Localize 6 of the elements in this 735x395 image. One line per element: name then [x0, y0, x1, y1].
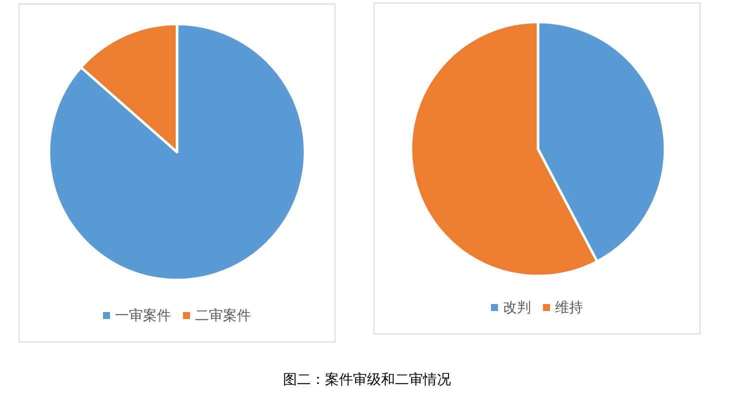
- legend-label: 二审案件: [195, 307, 251, 324]
- legend-label: 改判: [503, 300, 531, 316]
- pie-slice: [48, 22, 306, 282]
- legend-label: 维持: [555, 300, 583, 316]
- text: 图二：案件审级和二审情况: [283, 371, 451, 388]
- legend-label: 一审案件: [115, 307, 171, 324]
